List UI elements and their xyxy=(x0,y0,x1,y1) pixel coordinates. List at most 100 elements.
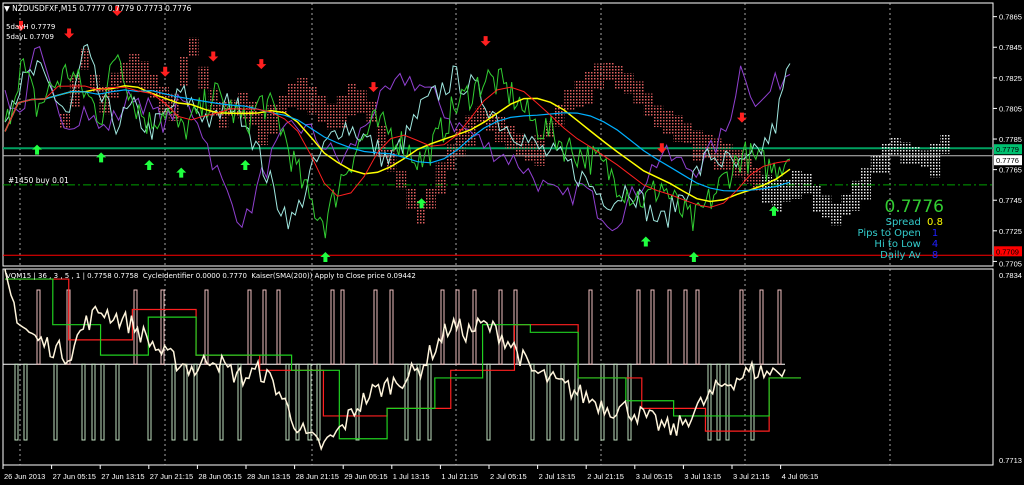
cloud-segment xyxy=(396,171,407,190)
y-tick-label: 0.7765 xyxy=(999,166,1022,175)
y-tick-label: 0.7834 xyxy=(999,271,1022,280)
buy-arrow-icon xyxy=(640,236,651,247)
cloud-segment xyxy=(504,124,515,150)
cloud-segment xyxy=(801,173,812,194)
cycle-spike-up xyxy=(204,289,209,365)
cycle-spike-down xyxy=(725,363,730,441)
cloud-segment xyxy=(831,203,842,226)
cloud-segment xyxy=(940,134,950,154)
x-tick-label: 27 Jun 21:15 xyxy=(150,472,193,481)
cloud-segment xyxy=(692,130,703,163)
yellow-ma xyxy=(4,85,791,203)
cloud-segment xyxy=(771,179,782,212)
cloud-segment xyxy=(524,141,535,161)
x-tick-label: 2 Jul 21:15 xyxy=(587,472,624,481)
cloud-segment xyxy=(60,113,70,129)
cycle-spike-down xyxy=(574,363,579,441)
cloud-segment xyxy=(860,168,871,200)
sub-header: VQM15 | 36 , 3 , 5 , 1 | 0.7758 0.7758 C… xyxy=(6,272,416,280)
cloud-segment xyxy=(712,138,723,170)
fiveday-low: 5dayL 0.7709 xyxy=(6,33,54,41)
symbol-header: ▼ NZDUSDFXF,M15 0.7777 0.7779 0.7773 0.7… xyxy=(4,4,191,13)
cloud-segment xyxy=(643,93,654,117)
info-row-hilo: Hi to Low 4 xyxy=(874,239,946,250)
cycle-spike-up xyxy=(276,289,281,365)
y-tick-label: 0.7725 xyxy=(999,227,1022,236)
cycle-spike-down xyxy=(316,363,321,441)
cloud-segment xyxy=(673,115,684,142)
bid-price-tag: 0.7779 xyxy=(996,145,1019,154)
cloud-segment xyxy=(821,195,832,218)
cloud-segment xyxy=(158,86,169,115)
cloud-segment xyxy=(534,133,545,166)
sell-arrow-icon xyxy=(256,59,267,70)
cloud-segment xyxy=(148,73,159,100)
cloud-segment xyxy=(752,167,763,192)
info-row-pips: Pips to Open 1 xyxy=(858,228,946,239)
x-tick-label: 28 Jun 21:15 xyxy=(296,472,339,481)
cloud-segment xyxy=(633,81,644,104)
cycle-spike-up xyxy=(247,289,252,365)
sell-arrow-icon xyxy=(368,82,379,93)
cycle-spike-down xyxy=(613,363,618,441)
cloud-segment xyxy=(742,158,753,184)
buy-arrow-icon xyxy=(416,198,427,209)
cloud-segment xyxy=(317,94,328,123)
cloud-segment xyxy=(475,106,486,123)
x-tick-label: 2 Jul 05:15 xyxy=(490,472,527,481)
cloud-segment xyxy=(851,180,862,211)
cycle-spike-up xyxy=(36,289,41,365)
cycle-spike-up xyxy=(777,289,782,365)
cycle-spike-up xyxy=(498,289,503,365)
info-label: Pips to Open xyxy=(857,228,921,239)
x-tick-label: 1 Jul 13:15 xyxy=(393,472,430,481)
cycle-spike-down xyxy=(530,363,535,441)
cycle-spike-down xyxy=(750,363,755,441)
cloud-segment xyxy=(198,66,209,89)
main-panel-frame xyxy=(2,2,994,267)
cycle-spike-down xyxy=(183,363,188,441)
cycle-spike-down xyxy=(355,363,360,441)
x-tick-label: 1 Jul 21:15 xyxy=(441,472,478,481)
buy-arrow-icon xyxy=(176,167,187,178)
y-tick-label: 0.7845 xyxy=(999,43,1022,52)
cycle-spike-up xyxy=(695,289,700,365)
cloud-segment xyxy=(336,95,347,128)
cycle-spike-up xyxy=(330,289,335,365)
x-tick-label: 3 Jul 21:15 xyxy=(733,472,770,481)
fiveday-high: 5dayH 0.7779 xyxy=(6,23,56,31)
cycle-spike-down xyxy=(23,363,28,441)
cycle-spike-down xyxy=(219,363,224,441)
buy-arrow-icon xyxy=(32,144,43,155)
cloud-segment xyxy=(811,185,822,212)
low-price-tag-bg xyxy=(994,246,1022,257)
info-label: Spread xyxy=(885,217,921,228)
collapse-triangle-icon[interactable]: ▼ xyxy=(4,4,10,13)
cycle-spike-down xyxy=(416,363,421,441)
cloud-segment xyxy=(455,127,466,157)
cycle-spike-up xyxy=(340,289,345,365)
cycle-spike-down xyxy=(81,363,86,441)
cycle-spike-down xyxy=(307,363,312,441)
buy-arrow-icon xyxy=(240,159,251,170)
info-value: 8 xyxy=(931,250,939,261)
cloud-segment xyxy=(79,48,90,70)
sub-panel-frame xyxy=(2,268,994,466)
cycle-spike-down xyxy=(486,363,491,441)
cloud-segment xyxy=(119,62,130,84)
cycle-spike-up xyxy=(759,289,764,365)
sell-arrow-icon xyxy=(736,112,747,123)
bid-price-tag-bg xyxy=(994,144,1022,155)
cloud-segment xyxy=(613,65,624,89)
cycle-spike-down xyxy=(100,363,105,441)
cloud-segment xyxy=(386,150,397,172)
info-label: Hi to Low xyxy=(874,239,921,250)
cloud-segment xyxy=(346,83,357,116)
cloud-segment xyxy=(682,123,693,144)
cloud-segment xyxy=(237,91,248,120)
cloud-segment xyxy=(326,103,337,130)
buy-arrow-icon xyxy=(688,252,699,262)
sell-arrow-icon xyxy=(480,36,491,47)
info-value: 0.8 xyxy=(927,217,943,228)
